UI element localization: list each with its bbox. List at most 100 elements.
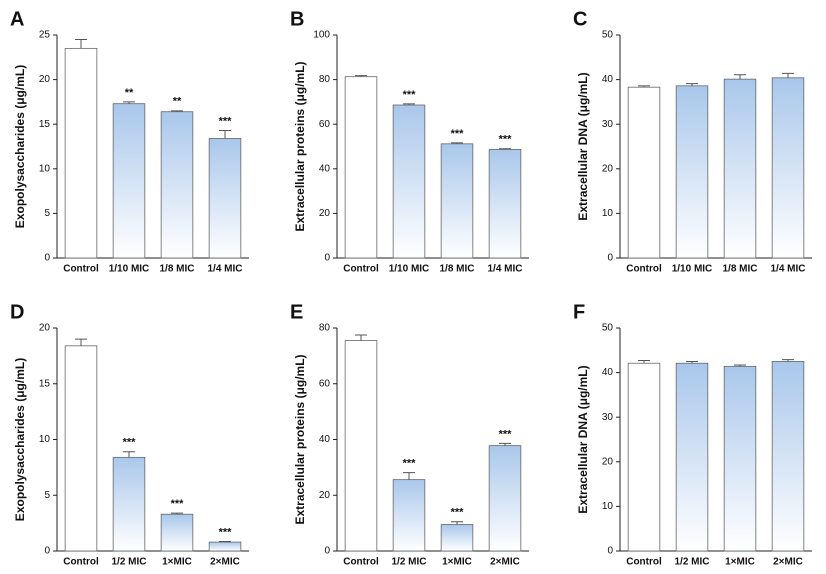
- error-bar: [734, 364, 746, 367]
- y-tick-label: 5: [44, 490, 50, 501]
- x-tick-label: 1/8 MIC: [722, 264, 757, 275]
- bar: [64, 345, 98, 552]
- y-axis-label: Extracellular DNA (μg/mL): [576, 365, 590, 513]
- bar: [440, 524, 474, 552]
- x-tick-label: Control: [343, 264, 379, 275]
- y-axis-label: Exopolysaccharides (μg/mL): [13, 358, 27, 521]
- x-tick-label: 2×MIC: [490, 557, 520, 568]
- y-tick-label: 5: [44, 208, 50, 219]
- y-tick-label: 15: [39, 119, 51, 130]
- x-tick-label: 1/8 MIC: [439, 264, 474, 275]
- bar: [440, 143, 474, 259]
- panel-label: D: [10, 301, 24, 323]
- bar: [208, 138, 242, 259]
- y-axis-label: Exopolysaccharides (μg/mL): [13, 65, 27, 228]
- y-tick-label: 25: [39, 30, 51, 41]
- error-bar: [75, 38, 87, 49]
- bar: [344, 76, 378, 259]
- y-tick-label: 0: [607, 253, 613, 264]
- bar: [488, 148, 522, 259]
- bar: [627, 86, 661, 259]
- x-tick-label: 1/10 MIC: [389, 264, 430, 275]
- x-tick-label: 1/2 MIC: [111, 557, 146, 568]
- y-tick-label: 50: [602, 323, 614, 334]
- bar: [64, 47, 98, 259]
- x-tick-label: 1/2 MIC: [674, 557, 709, 568]
- x-tick-label: Control: [626, 557, 662, 568]
- x-tick-label: 1×MIC: [725, 557, 755, 568]
- error-bar: [403, 103, 415, 106]
- y-tick-label: 0: [44, 253, 50, 264]
- bar: [771, 77, 805, 259]
- bar: [723, 365, 757, 552]
- y-axis-label: Extracellular DNA (μg/mL): [576, 72, 590, 220]
- bar: [771, 361, 805, 552]
- error-bar: [451, 142, 463, 144]
- y-tick-label: 20: [319, 208, 331, 219]
- y-tick-label: 30: [602, 412, 614, 423]
- bar: [488, 445, 522, 552]
- y-tick-label: 40: [602, 367, 614, 378]
- bar: [160, 111, 194, 259]
- panel-label: E: [290, 301, 303, 323]
- bar: [112, 456, 146, 552]
- x-tick-label: 1/4 MIC: [207, 264, 242, 275]
- y-tick-label: 10: [602, 208, 614, 219]
- y-tick-label: 40: [319, 434, 331, 445]
- x-tick-label: 1/8 MIC: [159, 264, 194, 275]
- error-bar: [355, 334, 367, 341]
- y-tick-label: 40: [319, 163, 331, 174]
- x-tick-label: Control: [63, 557, 99, 568]
- error-bar: [499, 442, 511, 446]
- error-bar: [451, 521, 463, 525]
- y-tick-label: 0: [44, 546, 50, 557]
- y-tick-label: 30: [602, 119, 614, 130]
- y-tick-label: 0: [324, 546, 330, 557]
- significance-label: ***: [499, 428, 513, 440]
- error-bar: [123, 451, 135, 458]
- x-tick-label: 1/4 MIC: [487, 264, 522, 275]
- significance-label: ***: [403, 458, 417, 470]
- significance-label: **: [125, 87, 134, 99]
- error-bar: [686, 83, 698, 86]
- y-tick-label: 0: [607, 546, 613, 557]
- bar: [723, 78, 757, 259]
- bar: [160, 513, 194, 552]
- y-tick-label: 10: [39, 163, 51, 174]
- y-tick-label: 100: [313, 30, 330, 41]
- y-tick-label: 20: [602, 456, 614, 467]
- error-bar: [219, 129, 231, 139]
- error-bar: [219, 541, 231, 543]
- significance-label: ***: [403, 89, 417, 101]
- y-tick-label: 20: [602, 163, 614, 174]
- significance-label: ***: [123, 437, 137, 449]
- error-bar: [171, 110, 183, 112]
- bar: [112, 103, 146, 259]
- y-tick-label: 20: [39, 74, 51, 85]
- x-tick-label: Control: [63, 264, 99, 275]
- error-bar: [171, 512, 183, 515]
- error-bar: [403, 472, 415, 480]
- y-tick-label: 10: [602, 501, 614, 512]
- x-tick-label: 2×MIC: [773, 557, 803, 568]
- bar: [392, 104, 426, 259]
- x-tick-label: 1×MIC: [162, 557, 192, 568]
- x-tick-label: 2×MIC: [210, 557, 240, 568]
- error-bar: [75, 338, 87, 346]
- x-tick-label: Control: [626, 264, 662, 275]
- y-tick-label: 20: [39, 323, 51, 334]
- error-bar: [499, 148, 511, 150]
- bar: [208, 541, 242, 552]
- bar: [344, 340, 378, 552]
- y-tick-label: 15: [39, 378, 51, 389]
- panel-label: A: [10, 8, 24, 30]
- x-tick-label: 1/2 MIC: [391, 557, 426, 568]
- significance-label: ***: [219, 115, 233, 127]
- y-tick-label: 80: [319, 323, 331, 334]
- bar: [675, 85, 709, 259]
- error-bar: [686, 360, 698, 364]
- y-tick-label: 60: [319, 119, 331, 130]
- y-tick-label: 20: [319, 490, 331, 501]
- y-tick-label: 40: [602, 74, 614, 85]
